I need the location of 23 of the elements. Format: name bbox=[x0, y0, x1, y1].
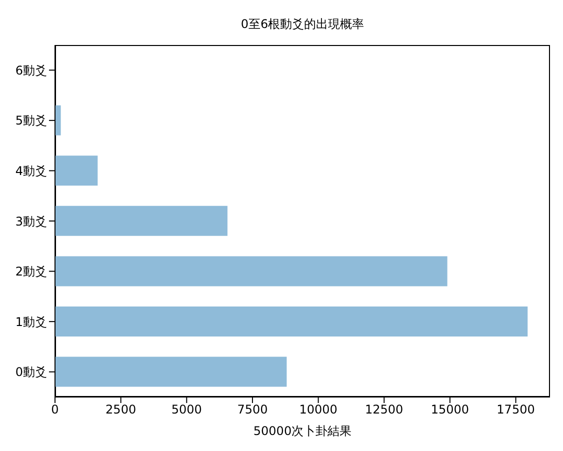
bar bbox=[55, 105, 61, 136]
chart-title: 0至6根動爻的出現概率 bbox=[240, 16, 366, 33]
bar bbox=[55, 356, 287, 387]
bar bbox=[55, 256, 448, 286]
x-tick-label: 17500 bbox=[496, 402, 535, 417]
y-tick-label: 5動爻 bbox=[15, 114, 47, 128]
x-tick-label: 10000 bbox=[299, 402, 338, 417]
y-tick-label: 1動爻 bbox=[15, 314, 47, 329]
x-tick-label: 0 bbox=[51, 402, 59, 417]
x-tick-label: 5000 bbox=[171, 402, 202, 417]
y-tick-label: 6動爻 bbox=[15, 63, 47, 78]
y-tick-label: 3動爻 bbox=[15, 214, 47, 228]
x-tick-label: 7500 bbox=[237, 402, 268, 417]
bar bbox=[55, 156, 98, 186]
x-tick-label: 12500 bbox=[365, 402, 404, 417]
bar bbox=[55, 306, 528, 336]
y-tick-label: 0動爻 bbox=[15, 365, 47, 380]
x-axis-title: 50000次卜卦結果 bbox=[253, 424, 352, 438]
x-tick-label: 15000 bbox=[430, 402, 470, 417]
bar bbox=[55, 206, 228, 236]
y-tick-label: 2動爻 bbox=[15, 264, 47, 279]
x-tick-label: 2500 bbox=[106, 402, 136, 417]
y-tick-label: 4動爻 bbox=[15, 164, 47, 178]
